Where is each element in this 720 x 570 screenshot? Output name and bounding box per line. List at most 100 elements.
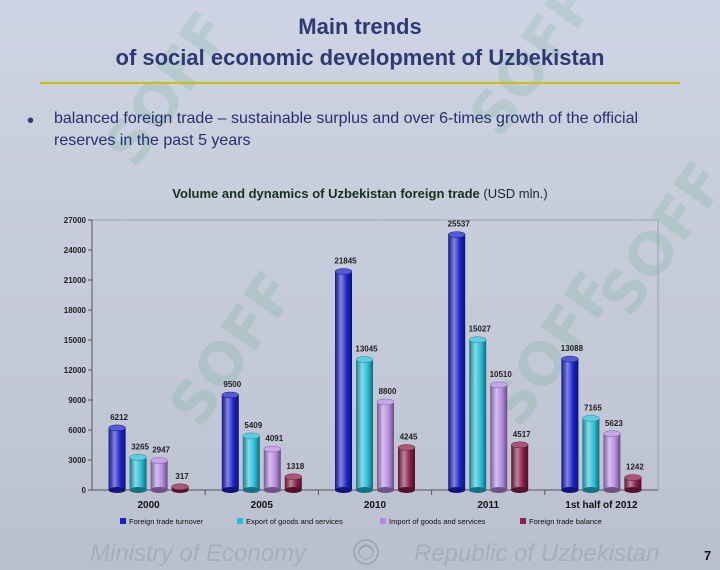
y-tick-label: 9000: [68, 396, 86, 405]
chart-title-main: Volume and dynamics of Uzbekistan foreig…: [172, 186, 480, 201]
data-label: 1318: [286, 462, 304, 471]
bar-body: [221, 395, 239, 490]
data-label: 4245: [400, 433, 418, 442]
bar-0: [108, 424, 126, 493]
legend-swatch: [120, 518, 126, 524]
bar-base: [284, 487, 302, 493]
bar-2: [263, 445, 282, 493]
chart-title-unit: (USD mln.): [483, 186, 548, 201]
bar-top: [376, 398, 395, 406]
bar-top: [603, 430, 621, 438]
y-tick-label: 12000: [64, 366, 87, 375]
bar-body: [624, 477, 642, 490]
y-tick-label: 6000: [68, 426, 86, 435]
bar-base: [335, 487, 352, 493]
bar-body: [377, 402, 394, 490]
bar-top: [489, 381, 508, 389]
data-label: 13088: [561, 344, 584, 353]
bar-base: [603, 487, 621, 493]
bar-body: [150, 460, 168, 490]
bar-1: [355, 356, 374, 493]
bar-top: [447, 231, 466, 238]
y-tick-label: 27000: [64, 216, 87, 225]
footer-republic: Republic of Uzbekistan: [414, 540, 660, 567]
legend-label: Import of goods and services: [389, 517, 486, 526]
x-tick-label: 2011: [477, 500, 499, 511]
bar-base: [511, 487, 529, 493]
data-label: 10510: [490, 370, 513, 379]
legend-label: Foreign trade turnover: [129, 517, 204, 526]
bar-top: [129, 454, 147, 461]
bar-top: [108, 424, 126, 432]
bar-top: [242, 432, 261, 440]
legend-label: Foreign trade balance: [529, 517, 602, 526]
bar-body: [335, 271, 352, 490]
bar-3: [624, 474, 642, 493]
title-line-1: Main trends: [298, 14, 422, 39]
y-tick-label: 18000: [64, 306, 87, 315]
footer-ministry: Ministry of Economy: [90, 540, 307, 567]
bar-top: [561, 355, 579, 363]
title-line-2: of social economic development of Uzbeki…: [115, 45, 605, 70]
bar-base: [469, 487, 487, 493]
data-label: 2947: [152, 446, 170, 455]
title-rule: [40, 82, 680, 84]
y-tick-label: 24000: [64, 246, 87, 255]
data-label: 4517: [513, 430, 531, 439]
bar-top: [150, 457, 168, 464]
legend-swatch: [237, 518, 243, 524]
bar-body: [129, 457, 147, 490]
slide-title: Main trends of social economic developme…: [0, 0, 720, 86]
data-label: 6212: [110, 413, 128, 422]
bar-base: [624, 487, 642, 493]
data-label: 3265: [131, 442, 149, 451]
x-tick-label: 2005: [251, 500, 274, 511]
data-label: 5623: [605, 419, 623, 428]
bar-base: [356, 487, 373, 493]
data-label: 13045: [355, 345, 378, 354]
bar-3: [397, 444, 416, 493]
y-tick-label: 3000: [68, 456, 86, 465]
bar-2: [376, 398, 395, 493]
bar-3: [510, 441, 529, 493]
bar-base: [377, 487, 394, 493]
bar-body: [603, 433, 621, 490]
bar-top: [171, 483, 189, 491]
data-label: 15027: [469, 325, 492, 334]
data-label: 4091: [265, 434, 283, 443]
bar-body: [242, 435, 260, 490]
chart-title: Volume and dynamics of Uzbekistan foreig…: [0, 186, 720, 201]
bar-base: [448, 487, 466, 493]
bar-2: [489, 381, 508, 493]
bar-base: [398, 487, 415, 493]
y-tick-label: 15000: [64, 336, 87, 345]
bar-top: [284, 473, 303, 481]
x-tick-label: 2010: [364, 500, 387, 511]
data-label: 9500: [223, 380, 241, 389]
bar-body: [356, 359, 373, 490]
bar-top: [468, 336, 487, 343]
data-label: 8800: [379, 387, 397, 396]
bar-base: [490, 487, 508, 493]
bar-base: [221, 487, 239, 493]
legend-swatch: [380, 518, 386, 524]
bar-base: [129, 487, 147, 493]
bar-0: [334, 268, 353, 493]
page-number: 7: [704, 548, 712, 563]
bar-2: [150, 457, 168, 493]
data-label: 25537: [448, 220, 471, 229]
bar-top: [334, 268, 353, 275]
bar-top: [397, 444, 416, 451]
bar-top: [510, 441, 529, 449]
bar-body: [469, 339, 487, 490]
bar-0: [221, 391, 240, 493]
bar-1: [468, 336, 487, 493]
bar-body: [263, 449, 281, 490]
bar-1: [242, 432, 261, 493]
legend-swatch: [520, 518, 526, 524]
bar-base: [263, 487, 281, 493]
bar-top: [263, 445, 282, 453]
bar-body: [398, 447, 415, 490]
bar-base: [582, 487, 600, 493]
